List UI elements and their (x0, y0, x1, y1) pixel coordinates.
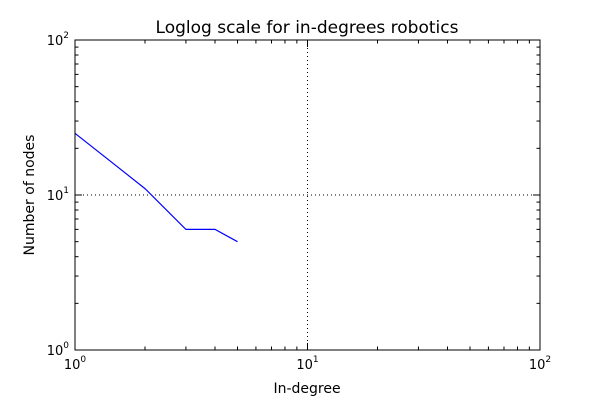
grid-layer (75, 40, 540, 350)
tick-label-layer: 100 101 102 100 101 102 (47, 31, 551, 373)
y-tick-label: 100 (47, 341, 70, 359)
plot-frame (74, 39, 541, 351)
x-axis-label: In-degree (273, 381, 340, 397)
y-tick-label: 101 (47, 186, 69, 204)
x-tick-label: 102 (529, 355, 551, 373)
y-axis-label: Number of nodes (22, 135, 38, 256)
series-layer (74, 132, 238, 243)
chart-title: Loglog scale for in-degrees robotics (156, 18, 459, 38)
x-tick-label: 100 (64, 355, 87, 373)
y-tick-label: 102 (47, 31, 69, 49)
x-tick-label: 101 (296, 355, 318, 373)
series-line (74, 132, 238, 243)
